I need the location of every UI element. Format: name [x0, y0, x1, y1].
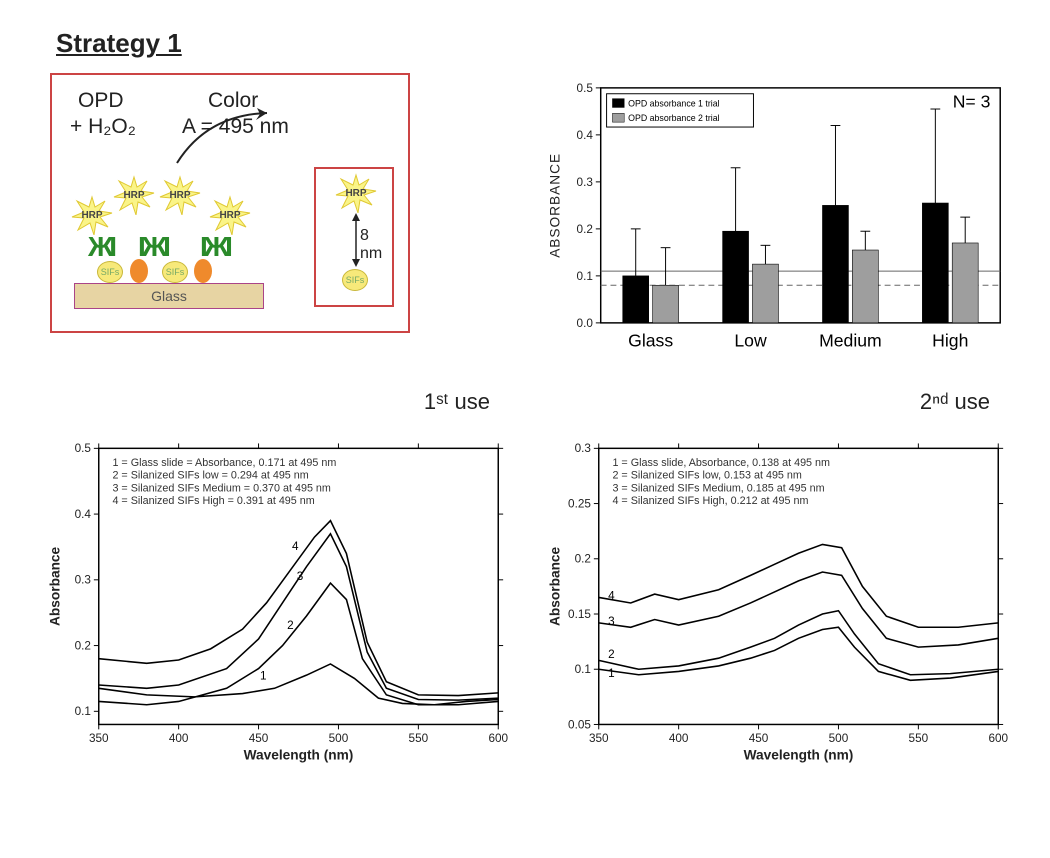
svg-text:3 = Silanized SIFs Medium, 0.1: 3 = Silanized SIFs Medium, 0.185 at 495 …: [612, 482, 824, 494]
opd-label: OPD: [78, 89, 124, 113]
antibody-icon: IЖI: [138, 231, 167, 263]
svg-text:4: 4: [292, 540, 299, 553]
svg-text:Medium: Medium: [819, 330, 882, 350]
svg-text:550: 550: [909, 732, 929, 745]
svg-text:Absorbance: Absorbance: [548, 546, 563, 625]
svg-text:OPD absorbance 2 trial: OPD absorbance 2 trial: [628, 113, 719, 123]
svg-text:OPD absorbance 1 trial: OPD absorbance 1 trial: [628, 98, 719, 108]
schematic-box: OPD Color + H₂O₂ A = 495 nm Glass SIFs S…: [50, 73, 410, 333]
svg-text:0.4: 0.4: [75, 508, 92, 521]
svg-text:0.2: 0.2: [575, 553, 591, 566]
svg-text:4: 4: [608, 590, 615, 603]
svg-text:ABSORBANCE: ABSORBANCE: [548, 153, 563, 258]
svg-text:2: 2: [608, 648, 615, 661]
svg-text:450: 450: [749, 732, 769, 745]
schematic-inset: HRP 8 nm SIFs: [314, 167, 394, 307]
svg-text:2: 2: [287, 619, 294, 632]
svg-text:550: 550: [409, 732, 429, 745]
svg-text:1 = Glass slide = Absorbance,: 1 = Glass slide = Absorbance, 0.171 at 4…: [112, 457, 336, 469]
sif-particle: SIFs: [342, 269, 368, 291]
svg-text:0.1: 0.1: [577, 270, 593, 283]
spectrum1-chart: 0.1 0.2 0.3 0.4 0.5 350 400 450 500 550 600 Wavelen…: [40, 415, 510, 795]
glass-slide: Glass: [74, 283, 264, 309]
svg-text:0.5: 0.5: [577, 82, 594, 95]
svg-text:0.2: 0.2: [577, 223, 593, 236]
svg-text:4 = Silanized SIFs High = 0.39: 4 = Silanized SIFs High = 0.391 at 495 n…: [112, 495, 314, 507]
spectrum2-panel: 2ⁿᵈ use 0.05 0.1 0.15 0.2 0.25 0.3 350 400 450 50…: [540, 389, 1010, 769]
svg-text:0.2: 0.2: [75, 639, 91, 652]
svg-text:Glass: Glass: [628, 330, 673, 350]
svg-text:350: 350: [589, 732, 609, 745]
svg-text:Low: Low: [734, 330, 767, 350]
spectrum2-title: 2ⁿᵈ use: [540, 389, 1010, 415]
svg-text:N= 3: N= 3: [953, 91, 991, 111]
svg-text:0.1: 0.1: [75, 705, 91, 718]
svg-text:1: 1: [608, 667, 615, 680]
sif-particle: SIFs: [97, 261, 123, 283]
svg-text:500: 500: [829, 732, 849, 745]
hrp-star-icon: HRP: [112, 175, 156, 215]
svg-text:Wavelength (nm): Wavelength (nm): [744, 748, 854, 763]
svg-text:0.3: 0.3: [577, 176, 594, 189]
antibody-icon: IЖI: [200, 231, 229, 263]
svg-text:0.3: 0.3: [75, 574, 92, 587]
svg-text:1: 1: [260, 670, 267, 683]
page-title: Strategy 1: [56, 28, 1030, 59]
sif-particle: SIFs: [162, 261, 188, 283]
svg-text:600: 600: [488, 732, 508, 745]
spectrum1-panel: 1ˢᵗ use 0.1 0.2 0.3 0.4 0.5 350 400 450 500 550 60…: [40, 389, 510, 769]
svg-text:0.15: 0.15: [568, 608, 591, 621]
svg-text:3 = Silanized SIFs Medium = 0.: 3 = Silanized SIFs Medium = 0.370 at 495…: [112, 482, 330, 494]
svg-text:2 = Silanized SIFs low, 0.153: 2 = Silanized SIFs low, 0.153 at 495 nm: [612, 470, 801, 482]
svg-text:0.05: 0.05: [568, 718, 591, 731]
svg-text:2 = Silanized SIFs low = 0.294: 2 = Silanized SIFs low = 0.294 at 495 nm: [112, 470, 308, 482]
reaction-arrow-icon: [172, 105, 292, 185]
svg-text:0.0: 0.0: [577, 317, 594, 330]
hrp-star-icon: HRP: [70, 195, 114, 235]
svg-text:Wavelength (nm): Wavelength (nm): [244, 748, 354, 763]
svg-text:350: 350: [89, 732, 109, 745]
svg-text:1 = Glass slide, Absorbance, 0: 1 = Glass slide, Absorbance, 0.138 at 49…: [612, 457, 830, 469]
svg-text:Absorbance: Absorbance: [48, 546, 63, 625]
bar-chart-panel: 0.0 0.1 0.2 0.3 0.4 0.5 ABSORBANCE Glass Low Medi…: [540, 73, 1010, 373]
svg-text:600: 600: [988, 732, 1008, 745]
svg-text:400: 400: [669, 732, 689, 745]
hrp-star-icon: HRP: [158, 175, 202, 215]
svg-text:0.25: 0.25: [568, 497, 591, 510]
spectrum2-chart: 0.05 0.1 0.15 0.2 0.25 0.3 350 400 450 500 550 600 W…: [540, 415, 1010, 795]
svg-text:500: 500: [329, 732, 349, 745]
h2o2-label: + H₂O₂: [70, 115, 136, 139]
bar-chart: 0.0 0.1 0.2 0.3 0.4 0.5 ABSORBANCE Glass Low Medi…: [540, 73, 1010, 373]
hrp-star-icon: HRP: [208, 195, 252, 235]
antibody-icon: ЖI: [88, 231, 113, 263]
svg-text:0.4: 0.4: [577, 129, 594, 142]
svg-text:0.3: 0.3: [575, 442, 592, 455]
spectrum1-title: 1ˢᵗ use: [40, 389, 510, 415]
svg-text:450: 450: [249, 732, 269, 745]
distance-value: 8 nm: [360, 227, 392, 263]
svg-text:4 = Silanized SIFs High, 0.212: 4 = Silanized SIFs High, 0.212 at 495 nm: [612, 495, 808, 507]
svg-text:0.1: 0.1: [575, 663, 591, 676]
svg-text:3: 3: [608, 615, 615, 628]
svg-text:3: 3: [297, 570, 304, 583]
svg-text:0.5: 0.5: [75, 442, 92, 455]
hrp-star-icon: HRP: [334, 173, 378, 213]
svg-text:High: High: [932, 330, 968, 350]
svg-text:400: 400: [169, 732, 189, 745]
schematic-panel: OPD Color + H₂O₂ A = 495 nm Glass SIFs S…: [40, 73, 510, 373]
figure-grid: OPD Color + H₂O₂ A = 495 nm Glass SIFs S…: [20, 73, 1030, 769]
